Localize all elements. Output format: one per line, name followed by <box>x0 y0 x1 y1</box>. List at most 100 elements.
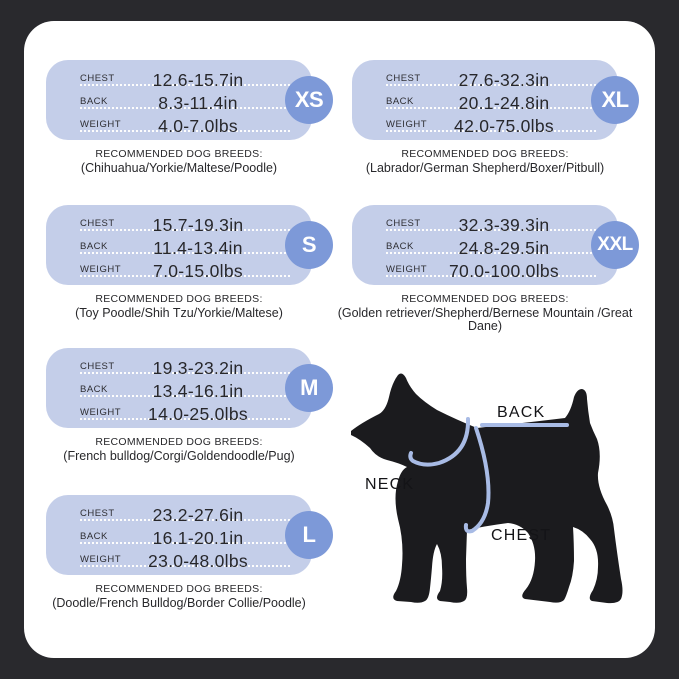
measure-row: BACK 8.3-11.4in <box>46 90 312 113</box>
dotted-leader <box>386 130 596 132</box>
dotted-leader <box>80 542 290 544</box>
measure-row: WEIGHT 4.0-7.0lbs <box>46 113 312 136</box>
measure-value: 7.0-15.0lbs <box>153 261 243 281</box>
measure-value: 42.0-75.0lbs <box>454 116 554 136</box>
dotted-leader <box>80 395 290 397</box>
measure-value: 11.4-13.4in <box>153 238 243 258</box>
dotted-leader <box>80 565 290 567</box>
dotted-leader <box>80 130 290 132</box>
measure-label: WEIGHT <box>80 119 121 130</box>
recommended-title: RECOMMENDED DOG BREEDS: <box>95 148 263 160</box>
dotted-leader <box>80 252 290 254</box>
size-panel: CHEST 32.3-39.3in BACK 24.8-29.5in WEIGH… <box>352 205 639 285</box>
dotted-leader <box>80 84 290 86</box>
recommended-breeds: RECOMMENDED DOG BREEDS: (Doodle/French B… <box>30 583 328 610</box>
measure-row: WEIGHT 14.0-25.0lbs <box>46 401 312 424</box>
chest-label: CHEST <box>491 527 552 544</box>
breeds-list: (French bulldog/Corgi/Goldendoodle/Pug) <box>63 449 295 463</box>
recommended-breeds: RECOMMENDED DOG BREEDS: (French bulldog/… <box>30 436 328 463</box>
measure-value: 8.3-11.4in <box>158 93 238 113</box>
measure-value: 32.3-39.3in <box>458 215 550 235</box>
dotted-leader <box>80 372 290 374</box>
measure-label: BACK <box>80 384 108 395</box>
measure-label: CHEST <box>80 73 115 84</box>
measure-value: 27.6-32.3in <box>458 70 550 90</box>
size-panel: CHEST 23.2-27.6in BACK 16.1-20.1in WEIGH… <box>46 495 333 575</box>
neck-measure-line <box>408 417 471 467</box>
breeds-list: (Labrador/German Shepherd/Boxer/Pitbull) <box>365 161 605 175</box>
measure-label: CHEST <box>386 73 421 84</box>
measure-row: BACK 24.8-29.5in <box>352 235 618 258</box>
measure-row: CHEST 19.3-23.2in <box>46 355 312 378</box>
breeds-list: (Doodle/French Bulldog/Border Collie/Poo… <box>52 596 306 610</box>
measure-label: WEIGHT <box>80 264 121 275</box>
size-badge: XXL <box>591 221 639 269</box>
size-panel: CHEST 12.6-15.7in BACK 8.3-11.4in WEIGHT… <box>46 60 333 140</box>
measure-value: 15.7-19.3in <box>152 215 244 235</box>
measure-row: BACK 16.1-20.1in <box>46 525 312 548</box>
measure-value: 24.8-29.5in <box>458 238 550 258</box>
dotted-leader <box>80 107 290 109</box>
size-group-xxl: CHEST 32.3-39.3in BACK 24.8-29.5in WEIGH… <box>338 205 639 333</box>
measure-label: WEIGHT <box>80 407 121 418</box>
measure-row: CHEST 32.3-39.3in <box>352 212 618 235</box>
size-panel: CHEST 27.6-32.3in BACK 20.1-24.8in WEIGH… <box>352 60 639 140</box>
recommended-breeds: RECOMMENDED DOG BREEDS: (Chihuahua/Yorki… <box>30 148 328 175</box>
dog-measurement-diagram: BACK NECK CHEST <box>345 373 637 651</box>
measure-value: 23.2-27.6in <box>152 505 244 525</box>
measure-label: BACK <box>386 96 414 107</box>
measure-value: 13.4-16.1in <box>152 381 244 401</box>
dotted-leader <box>80 519 290 521</box>
measure-row: WEIGHT 23.0-48.0lbs <box>46 548 312 571</box>
size-badge: XS <box>285 76 333 124</box>
neck-label: NECK <box>365 476 415 493</box>
dotted-leader <box>80 229 290 231</box>
breeds-list: (Chihuahua/Yorkie/Maltese/Poodle) <box>80 161 278 175</box>
size-group-s: CHEST 15.7-19.3in BACK 11.4-13.4in WEIGH… <box>46 205 333 320</box>
recommended-title: RECOMMENDED DOG BREEDS: <box>95 436 263 448</box>
measure-row: BACK 11.4-13.4in <box>46 235 312 258</box>
measure-value: 12.6-15.7in <box>152 70 244 90</box>
recommended-title: RECOMMENDED DOG BREEDS: <box>401 148 569 160</box>
dotted-leader <box>386 229 596 231</box>
measure-label: WEIGHT <box>386 264 427 275</box>
measure-row: CHEST 12.6-15.7in <box>46 67 312 90</box>
size-panel: CHEST 19.3-23.2in BACK 13.4-16.1in WEIGH… <box>46 348 333 428</box>
dog-silhouette-graphic <box>351 373 623 604</box>
measure-row: CHEST 27.6-32.3in <box>352 67 618 90</box>
measure-label: CHEST <box>386 218 421 229</box>
measure-label: BACK <box>386 241 414 252</box>
size-badge: XL <box>591 76 639 124</box>
dotted-leader <box>386 275 596 277</box>
recommended-title: RECOMMENDED DOG BREEDS: <box>401 293 569 305</box>
measure-row: BACK 13.4-16.1in <box>46 378 312 401</box>
breeds-list: (Toy Poodle/Shih Tzu/Yorkie/Maltese) <box>75 306 283 320</box>
measure-value: 16.1-20.1in <box>152 528 244 548</box>
size-badge: L <box>285 511 333 559</box>
chest-measure-line <box>463 426 491 534</box>
dotted-leader <box>80 275 290 277</box>
breeds-list: (Golden retriever/Shepherd/Bernese Mount… <box>337 306 633 333</box>
dotted-leader <box>386 252 596 254</box>
recommended-title: RECOMMENDED DOG BREEDS: <box>95 583 263 595</box>
recommended-breeds: RECOMMENDED DOG BREEDS: (Golden retrieve… <box>336 293 634 333</box>
dotted-leader <box>386 107 596 109</box>
measure-label: WEIGHT <box>386 119 427 130</box>
measure-row: BACK 20.1-24.8in <box>352 90 618 113</box>
measure-label: CHEST <box>80 361 115 372</box>
dotted-leader <box>386 84 596 86</box>
measure-label: CHEST <box>80 218 115 229</box>
measure-row: WEIGHT 70.0-100.0lbs <box>352 258 618 281</box>
measure-value: 4.0-7.0lbs <box>158 116 238 136</box>
recommended-breeds: RECOMMENDED DOG BREEDS: (Toy Poodle/Shih… <box>30 293 328 320</box>
measure-label: BACK <box>80 531 108 542</box>
dotted-leader <box>80 418 290 420</box>
measure-label: WEIGHT <box>80 554 121 565</box>
size-group-xs: CHEST 12.6-15.7in BACK 8.3-11.4in WEIGHT… <box>46 60 333 175</box>
measure-row: CHEST 15.7-19.3in <box>46 212 312 235</box>
measure-label: BACK <box>80 96 108 107</box>
measure-label: BACK <box>80 241 108 252</box>
back-label: BACK <box>497 404 546 421</box>
measure-value: 70.0-100.0lbs <box>449 261 559 281</box>
